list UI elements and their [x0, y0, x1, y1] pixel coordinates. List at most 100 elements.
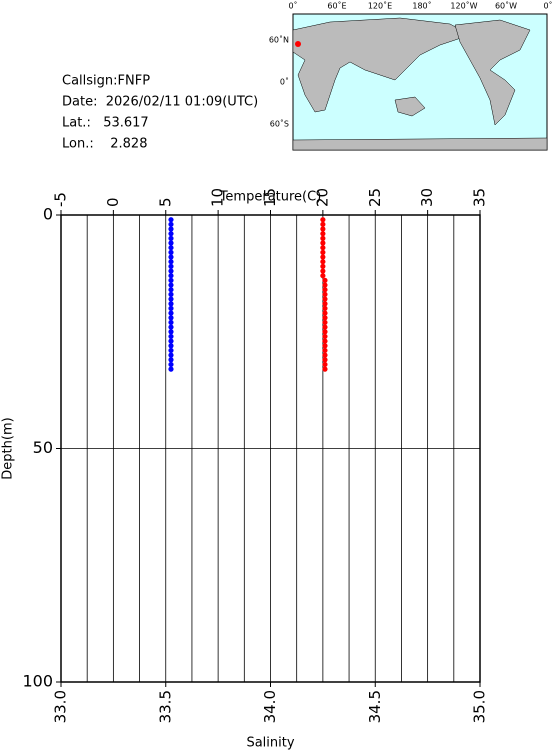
data-point	[320, 254, 326, 260]
data-point	[320, 268, 326, 274]
x-tick-label: 0	[104, 197, 122, 207]
data-point	[322, 319, 328, 326]
x-tick-label: 25	[366, 188, 384, 207]
data-point	[168, 296, 174, 302]
y-tick-label: 50	[33, 438, 53, 457]
data-point	[320, 235, 326, 241]
x-tick-label: 35	[471, 188, 489, 207]
data-point	[320, 231, 326, 237]
y-tick-label: 100	[22, 672, 53, 691]
data-point	[322, 338, 328, 344]
data-point	[320, 245, 326, 251]
data-point	[168, 357, 174, 363]
x-tick-label: -5	[52, 192, 70, 207]
data-point	[168, 315, 174, 321]
map-lon-label: 0˚	[543, 1, 552, 11]
data-point	[322, 352, 328, 358]
info-lon: Lon.: 2.828	[62, 137, 147, 152]
x2-tick-label: 35.0	[471, 690, 489, 723]
data-point	[168, 221, 174, 227]
data-point	[168, 217, 174, 223]
data-point	[168, 366, 174, 372]
map-lon-label: 180˚	[412, 1, 431, 11]
data-point	[168, 352, 174, 358]
map-lon-label: 120˚E	[368, 1, 392, 11]
map-lon-label: 120˚W	[450, 1, 477, 11]
data-point	[322, 347, 328, 354]
map-land	[454, 19, 531, 126]
map-lat-label: 0˚	[280, 77, 289, 87]
data-point	[320, 226, 326, 232]
data-point	[168, 338, 174, 344]
data-point	[322, 333, 328, 340]
data-point	[168, 305, 174, 311]
data-point	[168, 273, 174, 279]
x-tick-label: 20	[313, 188, 331, 207]
x2-axis-label: Salinity	[246, 736, 294, 751]
info-lat: Lat.: 53.617	[62, 116, 149, 131]
y-tick-label: 0	[43, 205, 53, 224]
data-point	[168, 310, 174, 316]
info-date: Date: 2026/02/11 01:09(UTC)	[62, 95, 258, 110]
data-point	[322, 329, 328, 335]
data-point	[168, 347, 174, 354]
data-point	[322, 324, 328, 330]
data-point	[322, 282, 328, 288]
data-point	[168, 259, 174, 265]
data-point	[322, 305, 328, 311]
data-point	[168, 263, 174, 269]
data-point	[168, 254, 174, 260]
data-point	[168, 291, 174, 297]
data-point	[168, 361, 174, 368]
data-point	[168, 226, 174, 232]
data-point	[168, 282, 174, 288]
data-point	[168, 343, 174, 349]
mini-map	[292, 13, 548, 151]
data-point	[322, 343, 328, 349]
x-tick-label: 15	[261, 188, 279, 207]
data-point	[168, 240, 174, 246]
data-point	[320, 259, 326, 265]
x2-tick-label: 34.0	[261, 690, 279, 723]
map-land	[292, 137, 548, 151]
data-point	[322, 357, 328, 363]
data-point	[322, 296, 328, 302]
map-location	[295, 41, 301, 47]
data-point	[322, 315, 328, 321]
data-point	[168, 249, 174, 255]
data-point	[168, 277, 174, 283]
x-tick-label: 30	[418, 188, 436, 207]
data-point	[320, 240, 326, 246]
data-point	[168, 245, 174, 251]
map-lon-label: 60˚E	[327, 1, 346, 11]
x2-tick-label: 33.5	[156, 690, 174, 723]
info-callsign: Callsign:FNFP	[62, 74, 150, 89]
map-land	[394, 96, 426, 117]
data-point	[168, 324, 174, 330]
x-axis-label: Temperature(C)	[219, 190, 322, 205]
map-lat-label: 60˚S	[270, 119, 289, 129]
data-point	[168, 231, 174, 237]
data-point	[320, 249, 326, 255]
x2-tick-label: 33.0	[52, 690, 70, 723]
data-point	[320, 263, 326, 269]
map-lon-label: 60˚W	[495, 1, 517, 11]
data-point	[320, 221, 326, 227]
data-point	[168, 235, 174, 241]
data-point	[322, 361, 328, 368]
data-point	[322, 277, 328, 283]
x2-tick-label: 34.5	[366, 690, 384, 723]
map-lat-label: 60˚N	[269, 35, 289, 45]
data-point	[322, 291, 328, 297]
data-point	[168, 319, 174, 326]
data-point	[168, 268, 174, 274]
data-point	[168, 301, 174, 307]
data-point	[168, 329, 174, 335]
data-point	[322, 287, 328, 293]
data-point	[320, 217, 326, 223]
data-point	[168, 287, 174, 293]
data-point	[168, 333, 174, 340]
data-point	[322, 366, 328, 372]
data-point	[320, 273, 326, 279]
